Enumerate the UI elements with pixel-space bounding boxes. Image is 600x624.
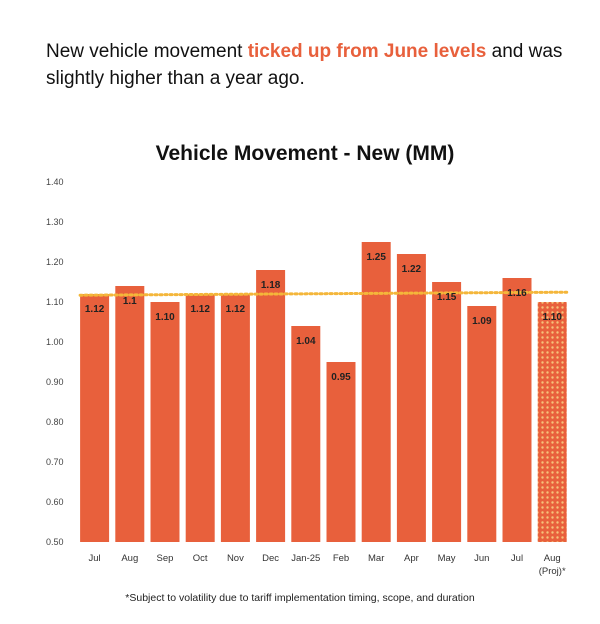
- x-tick-label: Aug: [544, 553, 561, 564]
- bars: [80, 242, 567, 542]
- x-tick-label: Feb: [333, 553, 349, 564]
- y-tick-label: 0.50: [46, 537, 64, 547]
- headline-text-2: and was slightly higher than a year ago.: [46, 41, 563, 89]
- y-tick-label: 1.30: [46, 217, 64, 227]
- data-label: 1.18: [261, 280, 281, 291]
- x-tick-label: Jul: [89, 553, 101, 564]
- bar: [291, 326, 321, 542]
- y-tick-label: 0.90: [46, 377, 64, 387]
- x-tick-label: Apr: [404, 553, 419, 564]
- x-tick-label: Oct: [193, 553, 208, 564]
- chart: Vehicle Movement - New (MM) 0.50 0.60 0.70…: [46, 142, 569, 577]
- bar: [396, 254, 426, 542]
- data-label: 1.12: [226, 304, 246, 315]
- chart-title: Vehicle Movement - New (MM): [156, 142, 455, 165]
- data-label: 1.22: [402, 264, 422, 275]
- bar: [80, 294, 110, 542]
- y-tick-label: 1.00: [46, 337, 64, 347]
- y-tick-label: 1.20: [46, 257, 64, 267]
- bar-projected: [537, 302, 567, 542]
- data-labels: 1.12 1.1 1.10 1.12 1.12 1.18 1.04 0.95 1.25 1.22 1…: [85, 252, 563, 383]
- footnote: *Subject to volatility due to tariff imp…: [125, 592, 475, 604]
- bar: [326, 362, 356, 542]
- x-tick-label-line2: (Proj)*: [539, 566, 566, 577]
- y-tick-label: 0.60: [46, 497, 64, 507]
- headline: New vehicle movement ticked up from June…: [46, 38, 566, 92]
- data-label: 1.25: [366, 252, 386, 263]
- data-label: 1.04: [296, 336, 316, 347]
- x-tick-label: Jan-25: [291, 553, 320, 564]
- headline-highlight: ticked up from June levels: [247, 41, 487, 62]
- headline-text-1: New vehicle movement: [46, 41, 248, 62]
- y-tick-label: 1.40: [46, 177, 64, 187]
- data-label: 1.10: [155, 312, 175, 323]
- x-tick-label: Jun: [474, 553, 489, 564]
- y-tick-label: 1.10: [46, 297, 64, 307]
- x-tick-label: Nov: [227, 553, 244, 564]
- bar: [432, 282, 462, 542]
- y-tick-label: 0.70: [46, 457, 64, 467]
- y-tick-label: 0.80: [46, 417, 64, 427]
- bar: [361, 242, 391, 542]
- bar: [256, 270, 286, 542]
- average-line-group: [78, 290, 569, 297]
- data-label: 1.16: [507, 288, 527, 299]
- bar: [220, 294, 250, 542]
- bar: [185, 294, 215, 542]
- data-label: 1.12: [85, 304, 105, 315]
- x-tick-label: Aug: [121, 553, 138, 564]
- x-tick-label: May: [438, 553, 456, 564]
- data-label: 1.12: [190, 304, 210, 315]
- data-label: 0.95: [331, 372, 351, 383]
- data-label: 1.15: [437, 292, 457, 303]
- x-tick-label: Dec: [262, 553, 279, 564]
- x-tick-label: Sep: [157, 553, 174, 564]
- average-line: [78, 290, 569, 297]
- data-label: 1.1: [123, 296, 137, 307]
- data-label: 1.10: [542, 312, 562, 323]
- data-label: 1.09: [472, 316, 492, 327]
- x-axis: Jul Aug Sep Oct Nov Dec Jan-25 Feb Mar Apr May Jun J…: [89, 553, 566, 577]
- bar: [502, 278, 532, 542]
- bar: [467, 306, 497, 542]
- bar: [150, 302, 180, 542]
- x-tick-label: Mar: [368, 553, 384, 564]
- bar: [115, 286, 145, 542]
- x-tick-label: Jul: [511, 553, 523, 564]
- y-axis: 0.50 0.60 0.70 0.80 0.90 1.00 1.10 1.20 1.30 1.40: [46, 177, 64, 547]
